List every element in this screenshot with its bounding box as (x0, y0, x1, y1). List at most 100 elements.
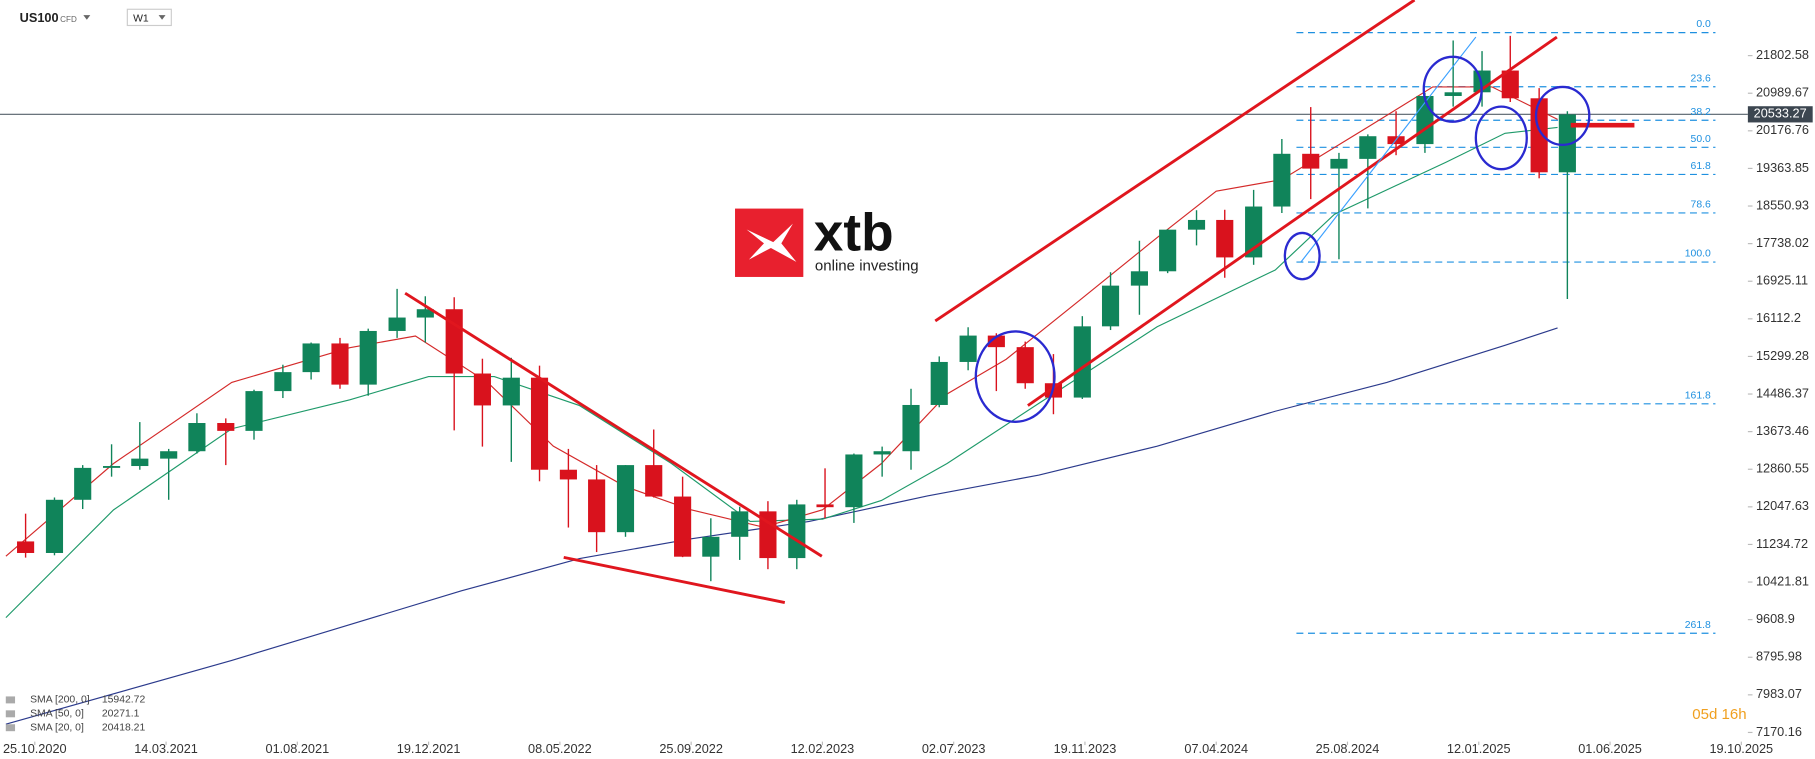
fib-label: 100.0 (1685, 249, 1711, 260)
y-tick-label: 17738.02 (1756, 235, 1809, 250)
y-tick-label: 14486.37 (1756, 385, 1809, 400)
candle-body (331, 343, 349, 385)
toolbar: US100 CFD W1 (20, 8, 172, 27)
candle-body (702, 536, 720, 557)
candle-body (473, 373, 491, 406)
y-tick-label: 11234.72 (1756, 536, 1808, 551)
candle-body (274, 372, 292, 392)
candle-body (873, 451, 891, 455)
candle-body (1273, 153, 1291, 207)
fib-label: 50.0 (1691, 134, 1711, 145)
legend-value: 20271.1 (102, 709, 140, 720)
candle-body (1530, 98, 1548, 173)
candle-body (103, 466, 121, 468)
candle-body (1302, 153, 1320, 169)
y-tick-label: 16925.11 (1756, 273, 1808, 288)
x-tick-label: 14.03.2021 (134, 741, 198, 756)
highlight-circle (974, 330, 1056, 423)
fib-label: 78.6 (1691, 200, 1711, 211)
y-tick-label: 12047.63 (1756, 498, 1809, 513)
legend-icon (5, 696, 16, 704)
candle-body (17, 541, 35, 553)
sma-line (5, 327, 1558, 725)
candle-body (959, 335, 977, 362)
candle-body (45, 499, 64, 553)
candle-body (1073, 326, 1091, 398)
x-tick-label: 25.08.2024 (1316, 741, 1380, 756)
y-tick-label: 19363.85 (1756, 160, 1809, 175)
interval[interactable]: W1 (133, 13, 149, 24)
candle-body (902, 404, 920, 452)
candle-body (559, 469, 577, 480)
annotations (404, 0, 1635, 604)
trendline (563, 555, 786, 604)
y-tick-label: 16112.2 (1756, 310, 1801, 325)
fib-label: 161.8 (1685, 390, 1711, 401)
highlight-circle (1283, 231, 1321, 281)
fib-label: 61.8 (1691, 161, 1711, 172)
fib-label: 23.6 (1691, 73, 1711, 84)
x-tick-label: 07.04.2024 (1184, 741, 1248, 756)
candle-body (359, 330, 377, 385)
candle-body (131, 458, 149, 467)
fib-anchor-line (1300, 36, 1477, 263)
dropdown-arrow[interactable] (83, 15, 91, 20)
y-tick-label: 15299.28 (1756, 348, 1809, 363)
candle-body (1187, 219, 1206, 230)
x-tick-label: 02.07.2023 (922, 741, 986, 756)
fib-label: 38.2 (1691, 107, 1711, 118)
candle-body (1444, 92, 1462, 96)
trendline (1027, 35, 1558, 407)
y-tick-label: 7983.07 (1756, 686, 1802, 701)
y-tick-label: 8795.98 (1756, 649, 1802, 664)
candle-body (788, 504, 806, 559)
dropdown-arrow[interactable] (158, 15, 166, 20)
candle-body (188, 423, 206, 452)
current-price-label: 20533.27 (1754, 106, 1807, 121)
legend-value: 15942.72 (102, 695, 146, 706)
logo: xtb online investing (735, 203, 919, 277)
highlight-circle (1474, 105, 1528, 171)
x-tick-label: 19.10.2025 (1709, 741, 1773, 756)
logo-tagline: online investing (815, 257, 919, 274)
trendline (934, 0, 1416, 323)
legend-name: SMA [20, 0] (30, 722, 84, 733)
y-tick-label: 20989.67 (1756, 85, 1809, 100)
x-tick-label: 08.05.2022 (528, 741, 592, 756)
x-tick-label: 25.09.2022 (659, 741, 723, 756)
candle-body (759, 511, 777, 559)
legend-icon (5, 710, 16, 718)
candle-body (502, 377, 520, 406)
x-tick-label: 19.12.2021 (397, 741, 461, 756)
highlight-circle (1422, 55, 1483, 123)
candle-body (731, 511, 749, 537)
candle-body (388, 317, 406, 331)
candle-body (1216, 219, 1234, 258)
candle-body (1016, 347, 1034, 384)
highlight-circle (1534, 85, 1591, 147)
y-tick-label: 9608.9 (1756, 611, 1795, 626)
candle-body (674, 496, 692, 557)
candle-body (1359, 136, 1377, 159)
logo-icon (746, 223, 797, 262)
candle-body (245, 391, 263, 431)
candle-body (217, 423, 235, 431)
trendline (404, 291, 823, 558)
x-tick-label: 01.08.2021 (266, 741, 330, 756)
logo-brand: xtb (814, 203, 894, 262)
sma-line (5, 126, 1558, 619)
y-tick-label: 18550.93 (1756, 197, 1809, 212)
legend-name: SMA [50, 0] (30, 709, 84, 720)
candle-body (1130, 271, 1148, 286)
candle-body (1101, 285, 1120, 327)
candle-body (645, 465, 663, 497)
x-tick-label: 12.01.2025 (1447, 741, 1511, 756)
candle-body (845, 454, 863, 508)
candle-body (160, 451, 178, 459)
candle-body (816, 504, 834, 508)
y-tick-label: 13673.46 (1756, 423, 1809, 438)
symbol[interactable]: US100 (20, 10, 59, 25)
interval-box[interactable] (126, 8, 172, 27)
